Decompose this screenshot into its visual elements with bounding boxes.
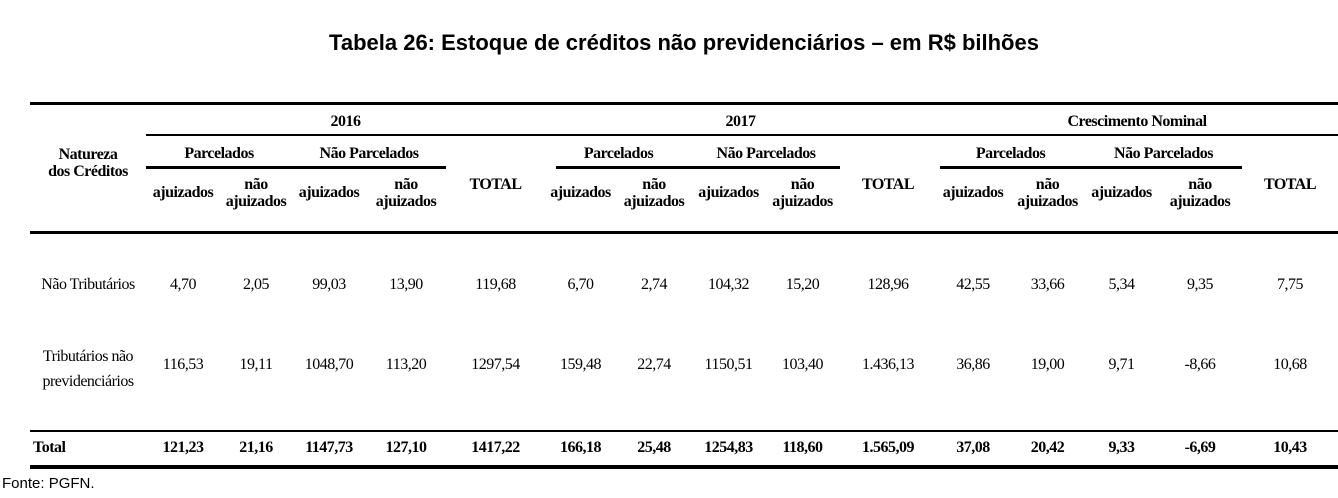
- bottom-rule: [30, 465, 1338, 469]
- col-header-ajuizados: ajuizados: [550, 184, 611, 201]
- natureza-header: Natureza dos Créditos: [48, 146, 128, 180]
- table-cell: 6,70: [567, 276, 595, 293]
- table-cell: 22,74: [637, 356, 671, 373]
- top-rule: [30, 102, 1338, 105]
- subgroup-header-nao-parcelados: Não Parcelados: [319, 145, 419, 162]
- table-cell: 13,90: [389, 276, 423, 293]
- table-cell: 1297,54: [471, 356, 520, 373]
- table-cell: 1.436,13: [862, 356, 915, 373]
- table-cell: 42,55: [956, 276, 990, 293]
- subgroup-rule-growth: [940, 166, 1242, 169]
- table-cell: 103,40: [782, 356, 824, 373]
- total-cell: 1417,22: [471, 439, 520, 456]
- source-note: Fonte: PGFN.: [2, 475, 95, 492]
- table-cell: 15,20: [785, 276, 820, 293]
- total-top-rule: [30, 430, 1338, 432]
- total-cell: 9,33: [1108, 439, 1136, 456]
- table-cell: 10,68: [1273, 356, 1307, 373]
- col-header-ajuizados: ajuizados: [942, 184, 1004, 201]
- row-label: Não Tributários: [41, 276, 135, 293]
- table-cell: 33,66: [1030, 276, 1065, 293]
- row-label: Tributários não previdenciários: [42, 348, 134, 390]
- col-header-ajuizados: ajuizados: [298, 184, 360, 201]
- header-bottom-rule: [30, 231, 1338, 234]
- table-cell: 159,48: [560, 356, 602, 373]
- col-header-total: TOTAL: [861, 176, 915, 193]
- subgroup-rule-2016: [146, 166, 446, 169]
- subgroup-header-nao-parcelados: Não Parcelados: [1114, 145, 1213, 162]
- col-header-nao-ajuizados: não ajuizados: [1169, 176, 1231, 210]
- group-header-2017: 2017: [725, 113, 757, 130]
- total-cell: 1147,73: [305, 439, 353, 456]
- table-cell: 9,71: [1108, 356, 1136, 373]
- table-cell: 36,86: [956, 356, 990, 373]
- table-cell: 1048,70: [304, 356, 354, 373]
- col-header-nao-ajuizados: não ajuizados: [225, 176, 287, 210]
- table-cell: 9,35: [1187, 276, 1214, 293]
- table-cell: 2,74: [641, 276, 668, 293]
- table-cell: 7,75: [1277, 276, 1304, 293]
- table-cell: 4,70: [170, 276, 197, 293]
- total-cell: 20,42: [1030, 439, 1065, 456]
- table-cell: 99,03: [312, 276, 346, 293]
- table-cell: 116,53: [162, 356, 204, 373]
- total-cell: -6,69: [1184, 439, 1216, 456]
- col-header-nao-ajuizados: não ajuizados: [375, 176, 437, 210]
- table-cell: 104,32: [708, 276, 750, 293]
- group-header-2016: 2016: [330, 113, 362, 130]
- total-cell: 1.565,09: [862, 439, 915, 456]
- table-cell: 113,20: [385, 356, 427, 373]
- total-cell: 127,10: [385, 439, 428, 456]
- table-title: Tabela 26: Estoque de créditos não previ…: [329, 30, 1039, 55]
- col-header-total: TOTAL: [469, 176, 522, 193]
- total-cell: 21,16: [239, 439, 273, 456]
- col-header-nao-ajuizados: não ajuizados: [772, 176, 833, 210]
- total-cell: 37,08: [956, 439, 990, 456]
- subgroup-header-nao-parcelados: Não Parcelados: [716, 145, 816, 162]
- col-header-ajuizados: ajuizados: [1091, 184, 1152, 201]
- group-rule: [146, 134, 1338, 136]
- col-header-total: TOTAL: [1263, 176, 1317, 193]
- table-cell: 5,34: [1108, 276, 1136, 293]
- total-cell: 166,18: [560, 439, 602, 456]
- subgroup-header-parcelados: Parcelados: [975, 145, 1046, 162]
- table-cell: 128,96: [867, 276, 910, 293]
- table-cell: 2,05: [243, 276, 270, 293]
- table-cell: 1150,51: [704, 356, 753, 373]
- total-row-label: Total: [33, 439, 66, 456]
- subgroup-rule-2017: [556, 166, 840, 169]
- subgroup-header-parcelados: Parcelados: [583, 145, 654, 162]
- table-cell: 119,68: [475, 276, 516, 293]
- total-cell: 121,23: [162, 439, 205, 456]
- col-header-nao-ajuizados: não ajuizados: [623, 176, 685, 210]
- col-header-nao-ajuizados: não ajuizados: [1017, 176, 1078, 210]
- total-cell: 118,60: [782, 439, 823, 456]
- table-cell: 19,11: [239, 356, 273, 373]
- total-cell: 25,48: [637, 439, 671, 456]
- col-header-ajuizados: ajuizados: [698, 184, 759, 201]
- total-cell: 10,43: [1273, 439, 1307, 456]
- total-cell: 1254,83: [704, 439, 753, 456]
- table-cell: 19,00: [1030, 356, 1065, 373]
- table-cell: -8,66: [1184, 356, 1216, 373]
- subgroup-header-parcelados: Parcelados: [184, 145, 254, 162]
- col-header-ajuizados: ajuizados: [152, 184, 214, 201]
- group-header-crescimento-nominal: Crescimento Nominal: [1067, 113, 1207, 130]
